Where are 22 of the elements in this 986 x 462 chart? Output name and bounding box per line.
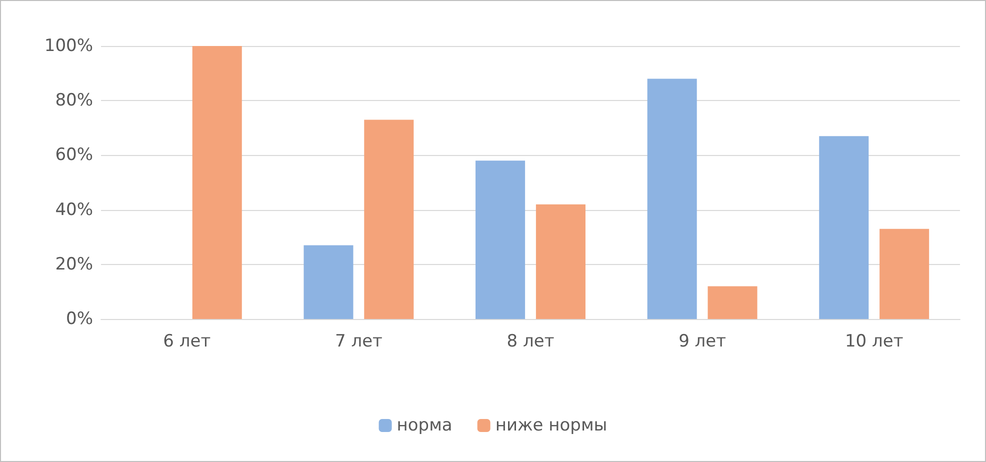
bar (708, 286, 758, 319)
bar (647, 78, 697, 319)
bar (364, 120, 414, 319)
y-tick-label: 80% (55, 90, 93, 111)
y-tick-label: 60% (55, 145, 93, 166)
x-tick-label: 9 лет (678, 332, 726, 352)
legend-label: норма (396, 416, 452, 436)
y-tick-label: 20% (55, 254, 93, 274)
y-tick-label: 0% (66, 309, 93, 329)
legend-label: ниже нормы (495, 416, 608, 436)
bar (819, 136, 869, 319)
x-tick-label: 10 лет (844, 332, 904, 352)
bar (304, 245, 354, 319)
y-tick-label: 40% (55, 200, 93, 220)
y-tick-label: 100% (44, 36, 93, 56)
bar (536, 204, 586, 319)
bar (880, 228, 930, 319)
bar (192, 46, 242, 319)
x-tick-label: 8 лет (506, 332, 554, 352)
bar (476, 160, 526, 319)
x-tick-label: 6 лет (163, 332, 211, 352)
x-tick-label: 7 лет (334, 332, 383, 352)
